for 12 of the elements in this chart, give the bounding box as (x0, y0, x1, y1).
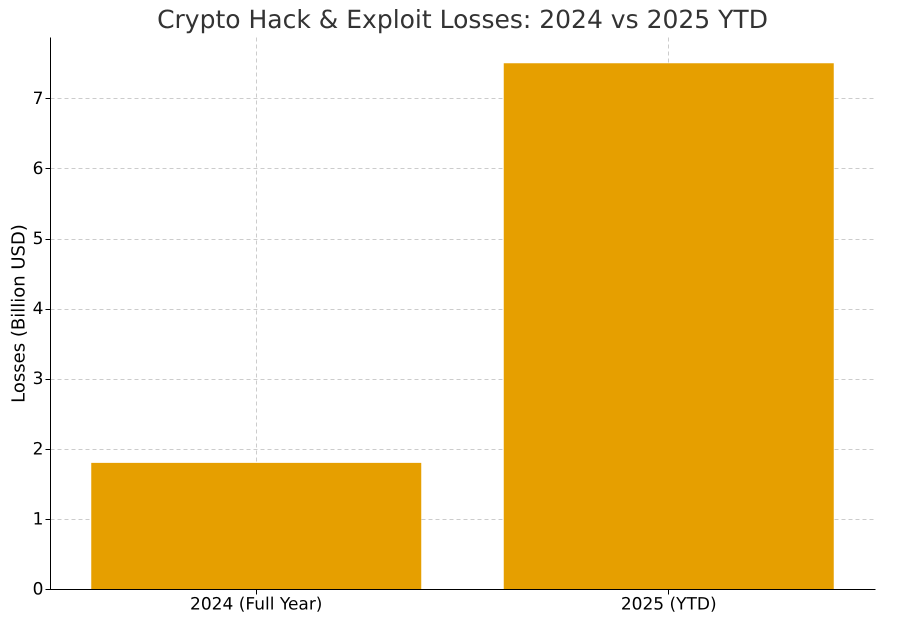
y-tick-label: 7 (32, 88, 44, 109)
y-tick-label: 1 (32, 509, 44, 530)
y-tick-label: 4 (32, 299, 44, 320)
y-tick-label: 0 (32, 580, 44, 600)
y-tick-label: 3 (32, 369, 44, 390)
x-tick-label: 2025 (YTD) (620, 594, 717, 614)
chart-title: Crypto Hack & Exploit Losses: 2024 vs 2025 YTD (157, 5, 768, 34)
y-axis-title: Losses (Billion USD) (8, 224, 30, 403)
x-tick-label: 2024 (Full Year) (190, 594, 322, 614)
y-tick-label: 5 (32, 229, 44, 250)
y-tick-label: 6 (32, 158, 44, 179)
y-tick-label: 2 (32, 439, 44, 460)
